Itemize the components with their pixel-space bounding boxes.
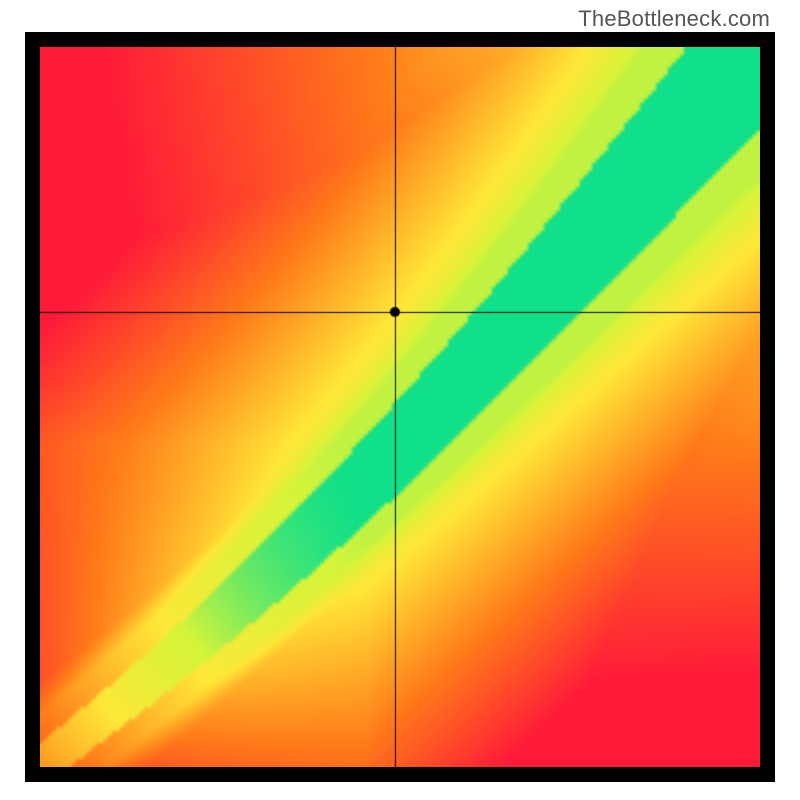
figure-container: TheBottleneck.com	[0, 0, 800, 800]
crosshair-overlay	[40, 47, 760, 767]
watermark-text: TheBottleneck.com	[578, 6, 770, 32]
